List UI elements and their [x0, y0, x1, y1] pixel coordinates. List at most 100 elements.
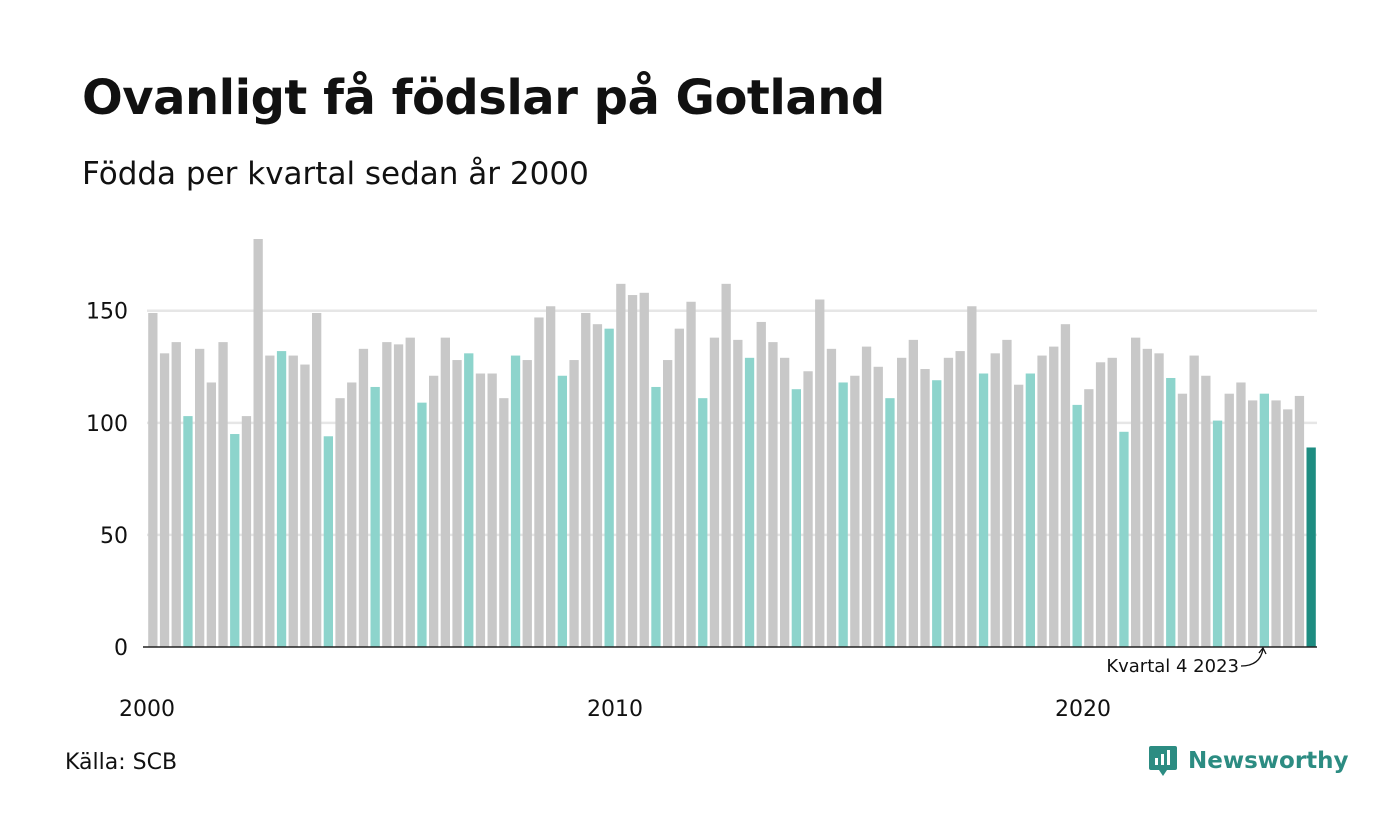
bar: [557, 375, 567, 647]
bar: [873, 366, 883, 647]
source-note: Källa: SCB: [65, 750, 178, 775]
x-tick-label: 2020: [1055, 697, 1111, 722]
bar: [1037, 355, 1047, 647]
bar: [569, 360, 579, 647]
bar: [803, 371, 813, 647]
bar: [744, 357, 755, 647]
bar: [1236, 382, 1246, 647]
bar: [651, 386, 661, 647]
bar: [1142, 348, 1152, 647]
bar: [698, 398, 708, 647]
annotation-arrowhead: [1258, 646, 1267, 655]
bar: [733, 339, 743, 647]
bar: [1119, 431, 1129, 647]
y-tick-label: 150: [86, 300, 128, 325]
bar: [1060, 324, 1071, 647]
bar: [429, 375, 439, 647]
bar: [943, 357, 954, 647]
bar: [920, 369, 930, 647]
bar: [663, 360, 673, 647]
bar: [1271, 400, 1281, 647]
y-tick-label: 50: [100, 524, 128, 549]
annotation-label: Kvartal 4 2023: [1106, 656, 1239, 677]
bar: [967, 306, 977, 647]
bar: [1002, 339, 1012, 647]
bar: [791, 389, 801, 647]
bar: [581, 312, 591, 647]
bar: [230, 434, 240, 647]
bar: [522, 360, 532, 647]
bar: [452, 360, 462, 647]
chart-title: Ovanligt få födslar på Gotland: [82, 70, 885, 126]
bar: [1072, 404, 1082, 647]
bar: [768, 342, 778, 647]
bar: [990, 353, 1000, 647]
bar: [1306, 447, 1316, 647]
bar: [1166, 377, 1176, 647]
bar: [1201, 375, 1211, 647]
bar: [159, 353, 170, 647]
bar: [171, 342, 181, 647]
bar: [241, 416, 252, 647]
bar: [206, 382, 216, 647]
bar: [405, 337, 415, 647]
bar: [780, 357, 790, 647]
bar: [195, 348, 205, 647]
bar: [1212, 420, 1223, 647]
bar: [1049, 346, 1059, 647]
bar: [347, 382, 357, 647]
bar: [475, 373, 486, 647]
bar: [850, 375, 860, 647]
bar: [288, 355, 298, 647]
bar: [885, 398, 895, 647]
bar: [382, 342, 392, 647]
bar: [265, 355, 275, 647]
bar: [1084, 389, 1094, 647]
brand-logo: Newsworthy: [1148, 744, 1349, 778]
bar: [440, 337, 450, 647]
bar: [183, 416, 193, 647]
bar: [709, 337, 720, 647]
x-tick-label: 2010: [587, 697, 643, 722]
bar: [815, 299, 825, 647]
bar: [370, 386, 380, 647]
bar: [534, 317, 544, 647]
bar: [323, 436, 333, 647]
bar: [312, 312, 322, 647]
bar: [604, 328, 614, 647]
bar: [1294, 395, 1305, 647]
bar: [908, 339, 918, 647]
newsworthy-logo-icon: [1149, 746, 1177, 776]
bar: [510, 355, 521, 647]
bar: [674, 328, 684, 647]
bar: [546, 306, 556, 647]
bar: [721, 283, 731, 647]
bar: [639, 292, 649, 647]
bar: [1095, 362, 1106, 647]
bar: [1107, 357, 1117, 647]
bar: [1014, 384, 1024, 647]
bar: [417, 402, 427, 647]
bar: [955, 351, 965, 647]
bar: [335, 398, 345, 647]
bar: [393, 344, 404, 647]
bar: [1248, 400, 1258, 647]
bar: [932, 380, 942, 647]
bar: [487, 373, 497, 647]
bar: [499, 398, 509, 647]
bar: [148, 312, 158, 647]
x-tick-label: 2000: [119, 697, 175, 722]
brand-name: Newsworthy: [1188, 748, 1349, 774]
y-tick-label: 100: [86, 412, 128, 437]
chart-subtitle: Födda per kvartal sedan år 2000: [82, 156, 589, 192]
annotation-arrow: [1240, 648, 1264, 667]
bar: [1189, 355, 1199, 647]
bar: [616, 283, 626, 647]
bar: [756, 321, 766, 647]
bar: [1283, 409, 1293, 647]
bar: [300, 364, 310, 647]
bar: [1025, 373, 1035, 647]
bar: [1259, 393, 1269, 647]
bar: [1224, 393, 1234, 647]
